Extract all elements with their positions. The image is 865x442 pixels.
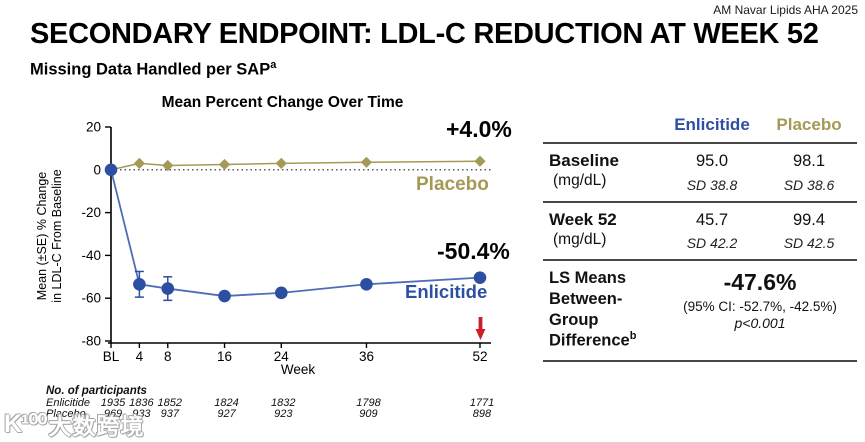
data-point-marker (218, 158, 231, 171)
week52-placebo-sd: SD 42.5 (783, 235, 835, 252)
participant-count: 933 (132, 408, 151, 420)
participant-count: 1771 (469, 397, 495, 409)
week52-placebo-cell: 99.4 SD 42.5 (761, 210, 857, 252)
svg-text:16: 16 (217, 349, 232, 364)
data-point-marker (275, 157, 287, 169)
participants-block: No. of participants Enlicitide Placebo 1… (0, 383, 540, 427)
baseline-label-cell: Baseline (mg/dL) (543, 151, 663, 193)
baseline-unit: (mg/dL) (553, 172, 607, 190)
svg-text:-20: -20 (81, 205, 101, 220)
attribution-text: AM Navar Lipids AHA 2025 (713, 3, 858, 17)
table-header-placebo: Placebo (776, 115, 842, 134)
results-table: Enlicitide Placebo Baseline (mg/dL) 95.0… (543, 108, 857, 363)
participant-count: 1935 (100, 397, 126, 409)
week52-enlicitide-cell: 45.7 SD 42.2 (663, 210, 761, 252)
watermark: K¹⁰⁰ 大数跨境 (4, 407, 144, 441)
participant-count: 1836 (129, 397, 154, 409)
svg-text:-40: -40 (81, 248, 101, 263)
week52-enlicitide-sd: SD 42.2 (686, 235, 738, 252)
participant-count: 923 (274, 408, 293, 420)
table-header-row: Enlicitide Placebo (543, 108, 857, 142)
week52-enlicitide-value: 45.7 (695, 210, 729, 229)
participant-count: 1832 (271, 397, 296, 409)
data-point-marker (161, 282, 175, 295)
data-point-marker (133, 277, 146, 291)
ls-means-label: LS Means Between-Group Difference (549, 269, 630, 350)
svg-text:Week: Week (281, 362, 316, 377)
participant-count: 1824 (214, 397, 239, 409)
baseline-label: Baseline (549, 151, 619, 170)
baseline-enlicitide-value: 95.0 (695, 152, 729, 170)
ls-means-label-cell: LS Means Between-Group Differenceb (543, 268, 663, 351)
data-point-marker (360, 277, 373, 291)
participant-count: 937 (160, 408, 179, 420)
week52-arrow-icon (475, 317, 486, 340)
participants-heading: No. of participants (46, 385, 147, 397)
svg-text:-80: -80 (81, 334, 101, 349)
participants-row-label-placebo: Placebo (46, 408, 86, 420)
data-point-marker (473, 271, 487, 284)
data-point-marker (275, 286, 288, 300)
ls-means-superscript: b (629, 330, 637, 343)
svg-text:36: 36 (359, 349, 374, 364)
baseline-enlicitide-sd: SD 38.8 (686, 176, 738, 193)
week52-placebo-value: 99.4 (792, 210, 826, 229)
svg-text:8: 8 (164, 349, 172, 364)
enlicitide-series (104, 163, 487, 303)
svg-text:52: 52 (472, 349, 487, 364)
participant-count: 927 (217, 408, 236, 420)
baseline-placebo-value: 98.1 (792, 152, 826, 170)
ls-means-value-cell: -47.6% (95% CI: -52.7%, -42.5%) p<0.001 (663, 268, 857, 351)
svg-text:24: 24 (274, 349, 290, 364)
data-point-marker (104, 163, 118, 177)
week52-label-cell: Week 52 (mg/dL) (543, 210, 663, 252)
svg-text:4: 4 (136, 349, 144, 364)
svg-text:Mean (±SE) % Change: Mean (±SE) % Change (35, 172, 49, 300)
participants-row-label-enlicitide: Enlicitide (46, 397, 91, 409)
svg-text:in LDL-C From Baseline: in LDL-C From Baseline (50, 169, 64, 302)
participant-count: 969 (103, 408, 123, 420)
data-point-marker (360, 156, 373, 168)
data-point-marker (474, 155, 486, 167)
svg-text:-60: -60 (81, 291, 101, 306)
placebo-endpoint-annotation: +4.0% (446, 116, 512, 142)
page-title: SECONDARY ENDPOINT: LDL-C REDUCTION AT W… (30, 18, 819, 50)
chart-title: Mean Percent Change Over Time (161, 94, 404, 111)
table-row-ls-means: LS Means Between-Group Differenceb -47.6… (543, 259, 857, 360)
participant-count: 909 (359, 408, 378, 420)
subtitle: Missing Data Handled per SAPa (30, 59, 276, 80)
table-row-week52: Week 52 (mg/dL) 45.7 SD 42.2 99.4 SD 42.… (543, 200, 857, 260)
watermark-logo-icon: K¹⁰⁰ (4, 410, 47, 438)
ls-means-value: -47.6% (723, 269, 797, 296)
placebo-series-label: Placebo (416, 174, 489, 195)
week52-unit: (mg/dL) (553, 231, 607, 249)
data-point-marker (133, 157, 145, 169)
subtitle-text: Missing Data Handled per SAP (30, 60, 271, 79)
subtitle-superscript: a (270, 59, 277, 71)
participant-count: 1798 (356, 397, 381, 409)
baseline-placebo-cell: 98.1 SD 38.6 (761, 151, 857, 193)
table-header-enlicitide: Enlicitide (674, 115, 750, 134)
placebo-series (105, 155, 486, 176)
participant-count: 1852 (157, 397, 183, 409)
week52-label: Week 52 (549, 209, 617, 229)
participant-count: 898 (472, 408, 492, 420)
enlicitide-series-label: Enlicitide (405, 281, 488, 302)
ls-means-ci: (95% CI: -52.7%, -42.5%) (683, 298, 837, 314)
ls-means-pvalue: p<0.001 (734, 314, 786, 331)
watermark-text: 大数跨境 (48, 413, 145, 439)
data-point-marker (218, 289, 231, 303)
svg-text:20: 20 (86, 120, 101, 135)
table-row-baseline: Baseline (mg/dL) 95.0 SD 38.8 98.1 SD 38… (543, 142, 857, 201)
baseline-enlicitide-cell: 95.0 SD 38.8 (663, 151, 761, 193)
svg-text:BL: BL (103, 349, 120, 364)
data-point-marker (162, 159, 174, 172)
baseline-placebo-sd: SD 38.6 (783, 176, 835, 193)
svg-text:0: 0 (93, 162, 101, 177)
enlicitide-endpoint-annotation: -50.4% (437, 238, 510, 264)
